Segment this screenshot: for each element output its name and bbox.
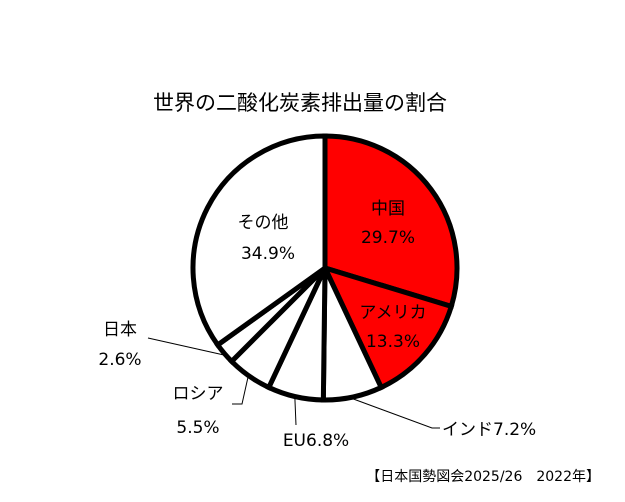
- slice-value-usa: 13.3%: [366, 332, 420, 352]
- slice-label-japan: 日本: [103, 320, 137, 340]
- slice-label-china: 中国: [371, 199, 405, 219]
- slice-value-china: 29.7%: [361, 228, 415, 248]
- pie-slice-usa: [320, 263, 455, 391]
- pie-slice-china: [322, 133, 460, 310]
- slice-value-japan: 2.6%: [98, 350, 141, 370]
- slice-label-other: その他: [238, 213, 289, 233]
- leader-line-russia: [232, 377, 249, 405]
- pie-slice-other: [190, 133, 328, 349]
- leader-lines: [147, 337, 440, 429]
- leader-line-eu: [294, 398, 297, 426]
- chart-title: 世界の二酸化炭素排出量の割合: [153, 91, 447, 115]
- slice-label-usa: アメリカ: [359, 303, 426, 323]
- slice-label-india: インド7.2%: [442, 420, 536, 440]
- leader-line-india: [353, 398, 440, 429]
- slice-label-eu: EU6.8%: [283, 431, 349, 451]
- slice-value-russia: 5.5%: [176, 418, 219, 438]
- slice-value-other: 34.9%: [241, 244, 295, 264]
- slice-label-russia: ロシア: [173, 384, 224, 404]
- source-note: 【日本国勢図会2025/26 2022年】: [366, 469, 600, 485]
- leader-line-japan: [147, 337, 223, 356]
- pie-slices: [190, 133, 460, 403]
